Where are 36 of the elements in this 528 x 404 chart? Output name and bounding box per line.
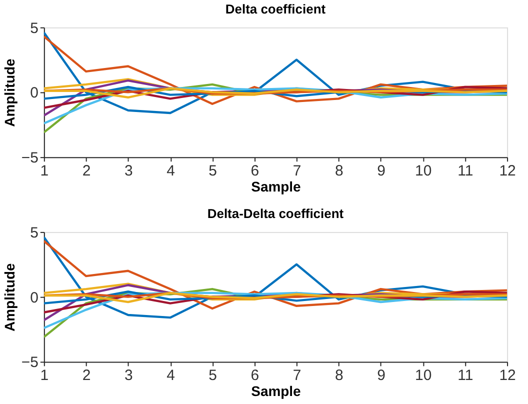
x-tick-label: 5 <box>208 162 217 180</box>
x-tick-label: 12 <box>499 367 516 384</box>
x-tick-label: 7 <box>292 367 302 384</box>
x-tick-label: 11 <box>458 162 474 180</box>
x-tick-label: 8 <box>334 162 344 180</box>
y-tick-label: 5 <box>30 224 38 242</box>
x-tick-label: 9 <box>377 162 386 180</box>
y-axis-title: Amplitude <box>1 262 18 332</box>
chart-title: Delta coefficient <box>225 1 326 16</box>
chart-title: Delta-Delta coefficient <box>207 206 344 221</box>
x-tick-label: 12 <box>499 162 516 180</box>
y-tick-label: 5 <box>30 20 38 37</box>
x-tick-label: 10 <box>415 367 432 384</box>
x-tick-label: 6 <box>250 367 260 384</box>
y-tick-label: 0 <box>30 84 38 102</box>
x-axis-title: Sample <box>251 178 302 195</box>
x-tick-label: 7 <box>292 162 302 180</box>
x-tick-label: 6 <box>250 162 260 180</box>
x-tick-label: 5 <box>208 367 217 384</box>
x-tick-label: 1 <box>40 162 49 180</box>
y-tick-label: −5 <box>21 150 38 167</box>
x-tick-label: 8 <box>334 367 344 384</box>
y-tick-label: −5 <box>21 354 38 372</box>
x-tick-label: 11 <box>458 367 474 384</box>
x-tick-label: 3 <box>124 162 133 180</box>
x-tick-label: 10 <box>415 162 432 180</box>
x-tick-label: 2 <box>82 367 91 384</box>
x-axis-title: Sample <box>251 383 302 400</box>
x-tick-label: 4 <box>166 367 175 384</box>
x-tick-label: 2 <box>82 162 91 180</box>
x-tick-label: 1 <box>40 367 49 384</box>
y-axis-title: Amplitude <box>1 58 18 127</box>
x-tick-label: 4 <box>166 162 175 180</box>
x-tick-label: 9 <box>377 367 386 384</box>
x-tick-label: 3 <box>124 367 133 384</box>
y-tick-label: 0 <box>30 289 38 306</box>
